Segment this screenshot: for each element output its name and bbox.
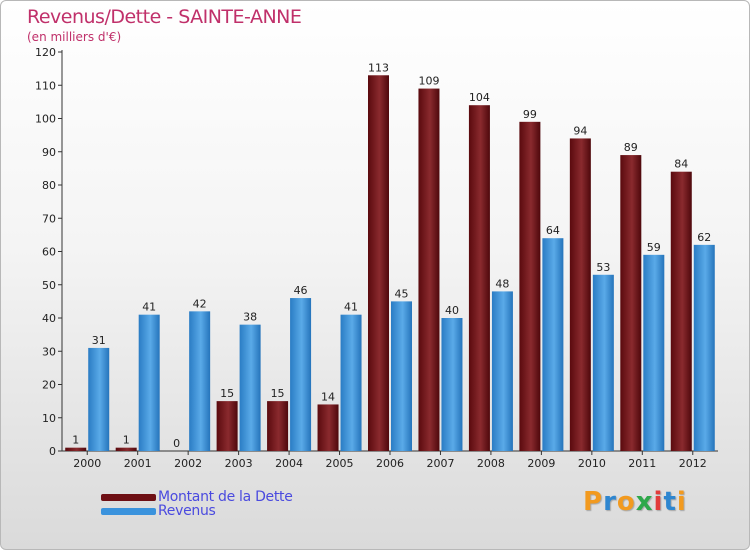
y-tick-label: 40 [42, 312, 56, 325]
bar-revenus-label: 48 [495, 277, 509, 290]
y-tick-label: 0 [49, 445, 56, 458]
x-tick-label: 2010 [578, 457, 606, 470]
bar-dette [418, 88, 440, 451]
bar-revenus [592, 274, 614, 451]
bar-dette-label: 109 [418, 75, 439, 88]
x-tick-label: 2006 [376, 457, 404, 470]
logo-letter: r [603, 487, 617, 517]
x-tick-label: 2008 [477, 457, 505, 470]
bar-dette-label: 15 [271, 387, 285, 400]
bar-dette-label: 94 [573, 124, 587, 137]
y-tick-label: 60 [42, 246, 56, 259]
bar-dette [267, 401, 289, 451]
bar-dette [65, 447, 87, 451]
chart-bars [65, 75, 715, 452]
x-tick-label: 2012 [679, 457, 707, 470]
bar-revenus [189, 311, 211, 451]
y-tick-label: 100 [35, 113, 56, 126]
bar-dette [368, 75, 389, 452]
bar-dette-label: 14 [321, 390, 335, 403]
logo-letter: o [616, 487, 636, 517]
y-tick-label: 80 [42, 179, 56, 192]
x-tick-label: 2000 [73, 457, 101, 470]
bar-revenus-label: 64 [546, 224, 560, 237]
bar-dette-label: 104 [469, 91, 490, 104]
bar-revenus-label: 41 [344, 301, 358, 314]
chart-title: Revenus/Dette - SAINTE-ANNE [27, 6, 302, 28]
y-tick-label: 30 [42, 345, 56, 358]
bar-dette [569, 138, 591, 451]
bar-dette-label: 84 [674, 158, 688, 171]
bar-revenus [491, 291, 513, 451]
logo-letter: x [635, 487, 654, 517]
bar-dette-label: 1 [123, 434, 130, 447]
bar-revenus-label: 38 [243, 311, 257, 324]
bar-revenus-label: 45 [395, 287, 409, 300]
bar-dette-label: 15 [220, 387, 234, 400]
bar-revenus [138, 314, 160, 451]
y-tick-label: 110 [35, 79, 56, 92]
bar-revenus [239, 324, 261, 451]
bar-dette-label: 0 [173, 437, 180, 450]
bar-dette [115, 447, 137, 451]
logo-letter: i [676, 487, 687, 517]
y-tick-label: 10 [42, 412, 56, 425]
bar-dette-label: 89 [624, 141, 638, 154]
x-tick-label: 2005 [326, 457, 354, 470]
bar-dette [216, 401, 238, 451]
y-tick-label: 50 [42, 279, 56, 292]
bar-revenus [88, 347, 110, 451]
bar-revenus-label: 42 [193, 297, 207, 310]
bar-revenus-label: 40 [445, 304, 459, 317]
bar-revenus-label: 62 [697, 231, 711, 244]
x-tick-label: 2004 [275, 457, 303, 470]
bar-dette [317, 404, 339, 451]
logo-letter: i [653, 487, 664, 517]
bar-revenus-label: 41 [142, 301, 156, 314]
bar-revenus [693, 244, 715, 451]
bar-revenus [340, 314, 362, 451]
y-tick-label: 120 [35, 46, 56, 59]
bar-dette [468, 105, 490, 451]
logo-letter: P [583, 487, 604, 517]
x-tick-label: 2009 [527, 457, 555, 470]
bar-dette-label: 1 [72, 434, 79, 447]
bar-revenus-label: 46 [294, 284, 308, 297]
bar-dette-label: 113 [368, 61, 389, 74]
bar-revenus [542, 238, 564, 451]
bar-dette-label: 99 [523, 108, 537, 121]
bar-revenus [441, 318, 463, 451]
bar-revenus-label: 53 [596, 261, 610, 274]
bar-revenus [391, 301, 412, 451]
bar-dette [519, 121, 541, 451]
logo-letter: t [663, 487, 677, 517]
chart-data-labels: 1 31 1 41 0 42 15 38 15 46 14 41 113 45 109 40 104 48 99 64… [72, 61, 711, 450]
y-tick-label: 20 [42, 379, 56, 392]
bar-revenus [643, 254, 665, 451]
bar-revenus [290, 298, 312, 451]
legend-swatch-revenus [101, 507, 156, 515]
bar-revenus-label: 59 [647, 241, 661, 254]
x-tick-label: 2007 [426, 457, 454, 470]
bar-dette [620, 155, 642, 451]
x-tick-label: 2002 [174, 457, 202, 470]
legend-item-revenus: Revenus [101, 503, 216, 519]
x-tick-label: 2011 [628, 457, 656, 470]
proxiti-logo: Proxiti [583, 487, 687, 517]
x-tick-label: 2001 [124, 457, 152, 470]
chart-subtitle: (en milliers d'€) [27, 30, 122, 44]
legend-label-dette: Montant de la Dette [158, 489, 293, 505]
legend-swatch-dette [101, 493, 156, 501]
bar-dette [670, 171, 692, 451]
legend-label-revenus: Revenus [158, 503, 216, 519]
x-tick-label: 2003 [225, 457, 253, 470]
y-tick-label: 90 [42, 146, 56, 159]
y-tick-label: 70 [42, 212, 56, 225]
legend-item-dette: Montant de la Dette [101, 489, 293, 505]
bar-revenus-label: 31 [92, 334, 106, 347]
